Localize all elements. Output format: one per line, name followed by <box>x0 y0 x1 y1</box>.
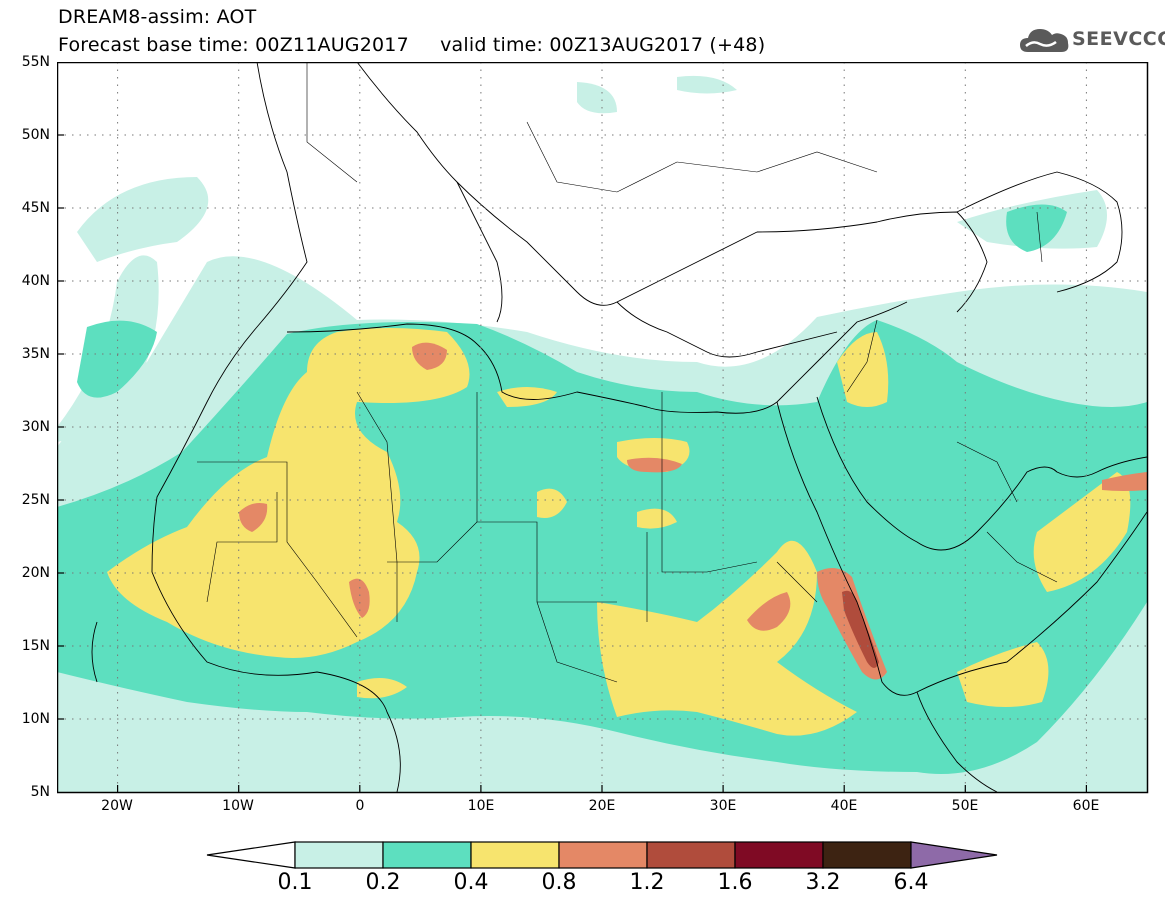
lon-label-40e: 40E <box>830 798 858 814</box>
graticule <box>57 62 1147 792</box>
colorbar-upper-extend <box>910 841 998 869</box>
colorbar-lower-extend <box>206 841 296 869</box>
colorbar-swatch-1.6 <box>734 841 824 869</box>
lat-label-5n: 5N <box>30 784 50 800</box>
colorbar-label-1.6: 1.6 <box>717 870 753 895</box>
colorbar-swatch-1.2 <box>646 841 736 869</box>
logo-text: SEEVCCC <box>1072 28 1165 50</box>
lon-label-60e: 60E <box>1072 798 1100 814</box>
colorbar-label-0.1: 0.1 <box>277 870 313 895</box>
aot-band-1.2 <box>842 590 879 668</box>
colorbar-swatch-0.8 <box>558 841 648 869</box>
lon-label-20e: 20E <box>588 798 616 814</box>
lon-label-0: 0 <box>355 798 365 814</box>
coastlines <box>91 62 1147 792</box>
colorbar-label-0.2: 0.2 <box>365 870 401 895</box>
aot-map <box>57 62 1149 794</box>
lat-label-45n: 45N <box>21 200 50 216</box>
colorbar-label-1.2: 1.2 <box>629 870 665 895</box>
colorbar-swatch-0.1 <box>294 841 384 869</box>
lat-label-30n: 30N <box>21 419 50 435</box>
lat-label-40n: 40N <box>21 273 50 289</box>
lat-label-50n: 50N <box>21 127 50 143</box>
country-borders <box>197 62 1058 683</box>
cloud-icon <box>1020 29 1069 52</box>
lon-label-20w: 20W <box>101 798 133 814</box>
lat-label-35n: 35N <box>21 346 50 362</box>
lat-label-55n: 55N <box>21 54 50 70</box>
colorbar-label-3.2: 3.2 <box>805 870 841 895</box>
seevccc-logo: SEEVCCC <box>1018 22 1165 58</box>
lon-label-50e: 50E <box>951 798 979 814</box>
colorbar-label-0.8: 0.8 <box>541 870 577 895</box>
map-time-info: Forecast base time: 00Z11AUG2017 valid t… <box>58 34 766 56</box>
lat-label-15n: 15N <box>21 638 50 654</box>
lon-label-30e: 30E <box>709 798 737 814</box>
lat-label-20n: 20N <box>21 565 50 581</box>
lon-label-10w: 10W <box>222 798 254 814</box>
colorbar <box>206 841 998 869</box>
colorbar-swatch-0.4 <box>470 841 560 869</box>
lon-label-10e: 10E <box>467 798 495 814</box>
axis-ticks <box>57 134 1088 792</box>
lat-label-10n: 10N <box>21 711 50 727</box>
colorbar-label-0.4: 0.4 <box>453 870 489 895</box>
map-title: DREAM8-assim: AOT <box>58 6 257 28</box>
colorbar-label-6.4: 6.4 <box>893 870 929 895</box>
lat-label-25n: 25N <box>21 492 50 508</box>
colorbar-swatch-0.2 <box>382 841 472 869</box>
colorbar-swatch-3.2 <box>822 841 912 869</box>
